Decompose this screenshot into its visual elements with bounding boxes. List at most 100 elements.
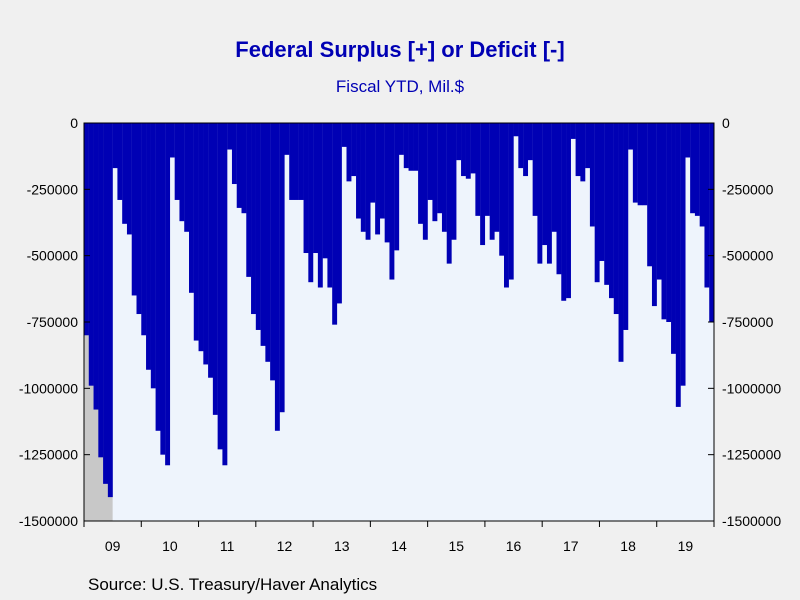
y-tick-label-left: -500000 [27, 248, 79, 264]
bar [441, 123, 447, 232]
bar [680, 123, 686, 386]
bar [470, 123, 476, 174]
bar [537, 123, 543, 264]
y-tick-label-right: -750000 [722, 314, 774, 330]
bar [589, 123, 595, 227]
bar [322, 123, 328, 259]
bar [570, 123, 576, 139]
bar [155, 123, 161, 431]
bar [675, 123, 681, 407]
bar [270, 123, 276, 381]
bar [504, 123, 509, 288]
bar [379, 123, 385, 219]
x-tick-label: 12 [277, 538, 293, 554]
bar [418, 123, 424, 224]
bar [556, 123, 562, 275]
bar [179, 123, 185, 222]
bar [284, 123, 290, 155]
x-tick-label: 14 [391, 538, 407, 554]
bar [699, 123, 705, 227]
bar [685, 123, 691, 158]
bar [289, 123, 295, 200]
bar [327, 123, 333, 288]
y-tick-label-left: -250000 [27, 181, 79, 197]
bar [499, 123, 505, 256]
bar [704, 123, 710, 288]
bar [222, 123, 228, 466]
bar [84, 123, 89, 336]
bar [303, 123, 309, 254]
bar [351, 123, 357, 177]
axes-group: 0 0 -250000 -250000 -500000 -500000 -750000 -75… [19, 115, 782, 554]
bar [193, 123, 199, 341]
y-tick-label-right: -1500000 [722, 513, 781, 529]
bar [484, 123, 490, 216]
bar [103, 123, 109, 484]
bar [360, 123, 366, 232]
bar [126, 123, 132, 235]
bar [604, 123, 610, 285]
bar [403, 123, 409, 169]
x-tick-label: 17 [563, 538, 579, 554]
y-tick-label-right: -1250000 [722, 447, 781, 463]
x-tick-label: 15 [448, 538, 464, 554]
bar [651, 123, 657, 307]
bar [628, 123, 634, 150]
bar [112, 123, 118, 169]
bar [661, 123, 667, 320]
x-tick-label: 11 [220, 538, 235, 554]
y-tick-label-left: -1000000 [19, 380, 78, 396]
bar [370, 123, 376, 203]
bar [408, 123, 414, 171]
y-tick-label-right: -250000 [722, 181, 774, 197]
bar [389, 123, 395, 280]
y-tick-label-right: 0 [722, 115, 730, 131]
bar [212, 123, 218, 415]
y-tick-label-left: -1250000 [19, 447, 78, 463]
bar [341, 123, 347, 147]
bar [585, 123, 591, 169]
bar [93, 123, 99, 410]
y-tick-label-left: -1500000 [19, 513, 78, 529]
bar [346, 123, 352, 182]
y-tick-label-left: 0 [70, 115, 78, 131]
bar [265, 123, 271, 362]
bar [618, 123, 624, 362]
bar [609, 123, 614, 299]
bar [236, 123, 242, 208]
chart-title: Federal Surplus [+] or Deficit [-] [235, 37, 565, 62]
bar [241, 123, 247, 214]
bar [642, 123, 648, 206]
bar [332, 123, 338, 325]
bar [527, 123, 533, 161]
bar [399, 123, 404, 155]
bar [169, 123, 175, 158]
bar [671, 123, 676, 354]
bar [623, 123, 629, 330]
bar [107, 123, 113, 498]
bar [518, 123, 524, 169]
bar [122, 123, 128, 224]
bar [546, 123, 552, 264]
bar [413, 123, 419, 171]
bar [165, 123, 171, 466]
x-tick-label: 09 [105, 538, 121, 554]
bar [456, 123, 462, 161]
bar [356, 123, 361, 219]
bar [613, 123, 619, 315]
source-note: Source: U.S. Treasury/Haver Analytics [88, 575, 378, 594]
bar [375, 123, 381, 235]
bar [632, 123, 638, 203]
bar [551, 123, 557, 232]
bar [709, 123, 715, 322]
bar [365, 123, 371, 240]
bar [203, 123, 209, 365]
bar [427, 123, 433, 200]
bar [246, 123, 252, 277]
bar [566, 123, 571, 299]
bar [251, 123, 256, 315]
bar [594, 123, 600, 283]
bar [298, 123, 304, 200]
bar [217, 123, 223, 450]
